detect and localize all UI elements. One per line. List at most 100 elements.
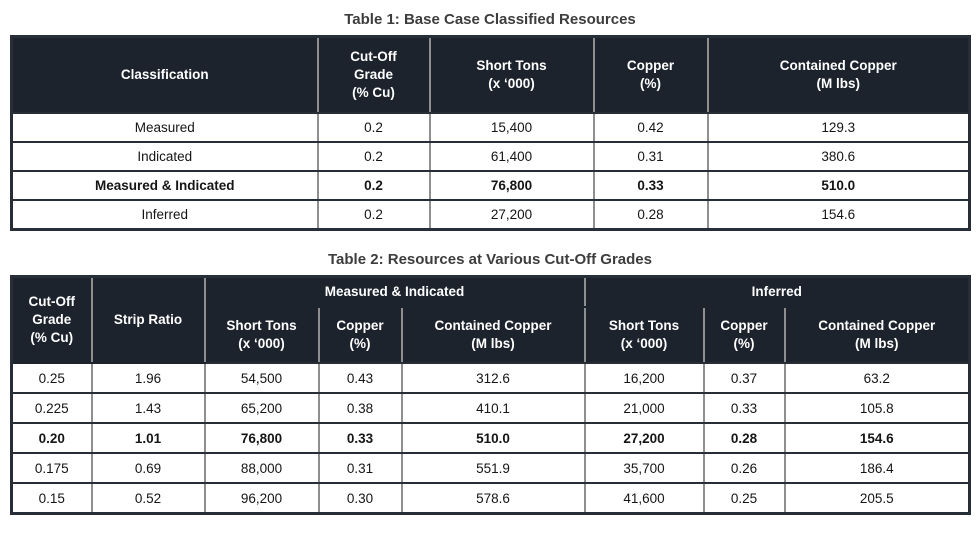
table-cell: 0.2 [316,112,431,143]
table-cell: 0.225 [10,392,93,424]
header-line: (% Cu) [30,330,74,345]
table-cell: 0.38 [317,392,403,424]
header-line: (%) [640,76,661,91]
table-cell: 0.2 [316,199,431,231]
table-cell: 15,400 [428,112,595,143]
table2-header-mi-contained-copper: Contained Copper (M lbs) [400,306,586,364]
table-cell: Measured & Indicated [10,170,319,201]
table-row-measured: Measured 0.2 15,400 0.42 129.3 [10,112,971,143]
table-cell: 186.4 [783,452,971,484]
table2-header-inf-contained-copper: Contained Copper (M lbs) [783,306,971,364]
table-cell: 0.20 [10,422,93,454]
table2-body: 0.25 1.96 54,500 0.43 312.6 16,200 0.37 … [10,362,971,515]
header-line: (M lbs) [855,336,899,351]
table-cell: 410.1 [400,392,586,424]
header-line: Contained Copper [779,58,897,73]
table2-header-inf-copper-pct: Copper (%) [702,306,786,364]
table-cell: 76,800 [203,422,320,454]
table-row-cutoff-015: 0.15 0.52 96,200 0.30 578.6 41,600 0.25 … [10,482,971,515]
table1-title: Table 1: Base Case Classified Resources [344,11,636,28]
table-row-cutoff-025: 0.25 1.96 54,500 0.43 312.6 16,200 0.37 … [10,362,971,394]
table-cell: 0.28 [702,422,786,454]
table1-base-case-resources: Classification Cut-Off Grade (% Cu) Shor… [10,35,971,231]
table-cell: 96,200 [203,482,320,515]
table-cell: 41,600 [583,482,705,515]
header-line: (M lbs) [816,76,861,91]
table2-header: Cut-Off Grade (% Cu) Strip Ratio Measure… [10,275,971,364]
table-cell: 1.01 [90,422,206,454]
table-cell: 0.30 [317,482,403,515]
table2-title: Table 2: Resources at Various Cut-Off Gr… [328,251,652,268]
table-cell: 312.6 [400,362,586,394]
report-tables-section: Table 1: Base Case Classified Resources … [10,11,972,515]
header-line: Strip Ratio [113,312,183,327]
table-row-cutoff-020-base-case: 0.20 1.01 76,800 0.33 510.0 27,200 0.28 … [10,422,971,454]
header-line: Short Tons [476,58,547,73]
table-row-cutoff-0175: 0.175 0.69 88,000 0.31 551.9 35,700 0.26… [10,452,971,484]
table2-header-strip-ratio: Strip Ratio [90,275,206,364]
table-cell: 154.6 [706,199,971,231]
table2-sub-header-row: Short Tons (x ‘000) Copper (%) Contained… [12,306,971,364]
table1-header-row: Classification Cut-Off Grade (% Cu) Shor… [10,35,971,114]
table-row-measured-indicated: Measured & Indicated 0.2 76,800 0.33 510… [10,170,971,201]
table-cell: 0.25 [702,482,786,515]
table-cell: Inferred [10,199,319,231]
table-cell: 0.2 [316,170,431,201]
table-cell: 27,200 [583,422,705,454]
table-cell: 16,200 [583,362,705,394]
header-line: (x ‘000) [488,76,535,91]
table2-group-header-row: Cut-Off Grade (% Cu) Strip Ratio Measure… [10,275,971,364]
table1-header-short-tons: Short Tons (x ‘000) [428,35,595,114]
table-cell: 105.8 [783,392,971,424]
header-line: Short Tons [608,318,680,333]
table-cell: 0.26 [702,452,786,484]
header-line: Grade [353,67,394,82]
table-cell: 0.42 [592,112,709,143]
header-line: Copper [720,318,768,333]
table-row-cutoff-0225: 0.225 1.43 65,200 0.38 410.1 21,000 0.33… [10,392,971,424]
table-cell: 0.175 [10,452,93,484]
table1-header-copper-pct: Copper (%) [592,35,709,114]
header-line: Classification [120,67,209,82]
table-cell: 61,400 [428,141,595,172]
table1-header: Classification Cut-Off Grade (% Cu) Shor… [10,35,971,114]
header-line: Cut-Off [28,294,75,309]
table-cell: 0.31 [317,452,403,484]
table-cell: 578.6 [400,482,586,515]
table2-group-measured-indicated: Measured & Indicated [203,275,586,308]
table-cell: 380.6 [706,141,971,172]
table-cell: 1.96 [90,362,206,394]
header-line: Short Tons [226,318,297,333]
table-cell: 0.33 [702,392,786,424]
table-cell: 1.43 [90,392,206,424]
table2-header-mi-short-tons: Short Tons (x ‘000) [203,306,320,364]
header-line: Copper [336,318,384,333]
header-line: (%) [733,336,755,351]
header-line: (M lbs) [471,336,515,351]
header-line: Contained Copper [434,318,552,333]
table-cell: 0.33 [317,422,403,454]
table1-header-cutoff-grade: Cut-Off Grade (% Cu) [316,35,431,114]
table-row-inferred: Inferred 0.2 27,200 0.28 154.6 [10,199,971,231]
table-cell: 54,500 [203,362,320,394]
table-cell: 129.3 [706,112,971,143]
header-line: (%) [349,336,371,351]
table-cell: 205.5 [783,482,971,515]
table-row-indicated: Indicated 0.2 61,400 0.31 380.6 [10,141,971,172]
table-cell: Measured [10,112,319,143]
table-cell: 510.0 [706,170,971,201]
table2-header-inf-short-tons: Short Tons (x ‘000) [583,306,705,364]
table-cell: 27,200 [428,199,595,231]
table-cell: 0.33 [592,170,709,201]
table-cell: 21,000 [583,392,705,424]
header-line: (x ‘000) [238,336,285,351]
table-cell: 0.37 [702,362,786,394]
table-cell: 0.31 [592,141,709,172]
header-line: (x ‘000) [620,336,668,351]
table-cell: 0.28 [592,199,709,231]
table-cell: 0.15 [10,482,93,515]
table1-body: Measured 0.2 15,400 0.42 129.3 Indicated… [10,112,971,231]
table2-header-cutoff-grade: Cut-Off Grade (% Cu) [10,275,93,364]
table-cell: 63.2 [783,362,971,394]
table-cell: 65,200 [203,392,320,424]
